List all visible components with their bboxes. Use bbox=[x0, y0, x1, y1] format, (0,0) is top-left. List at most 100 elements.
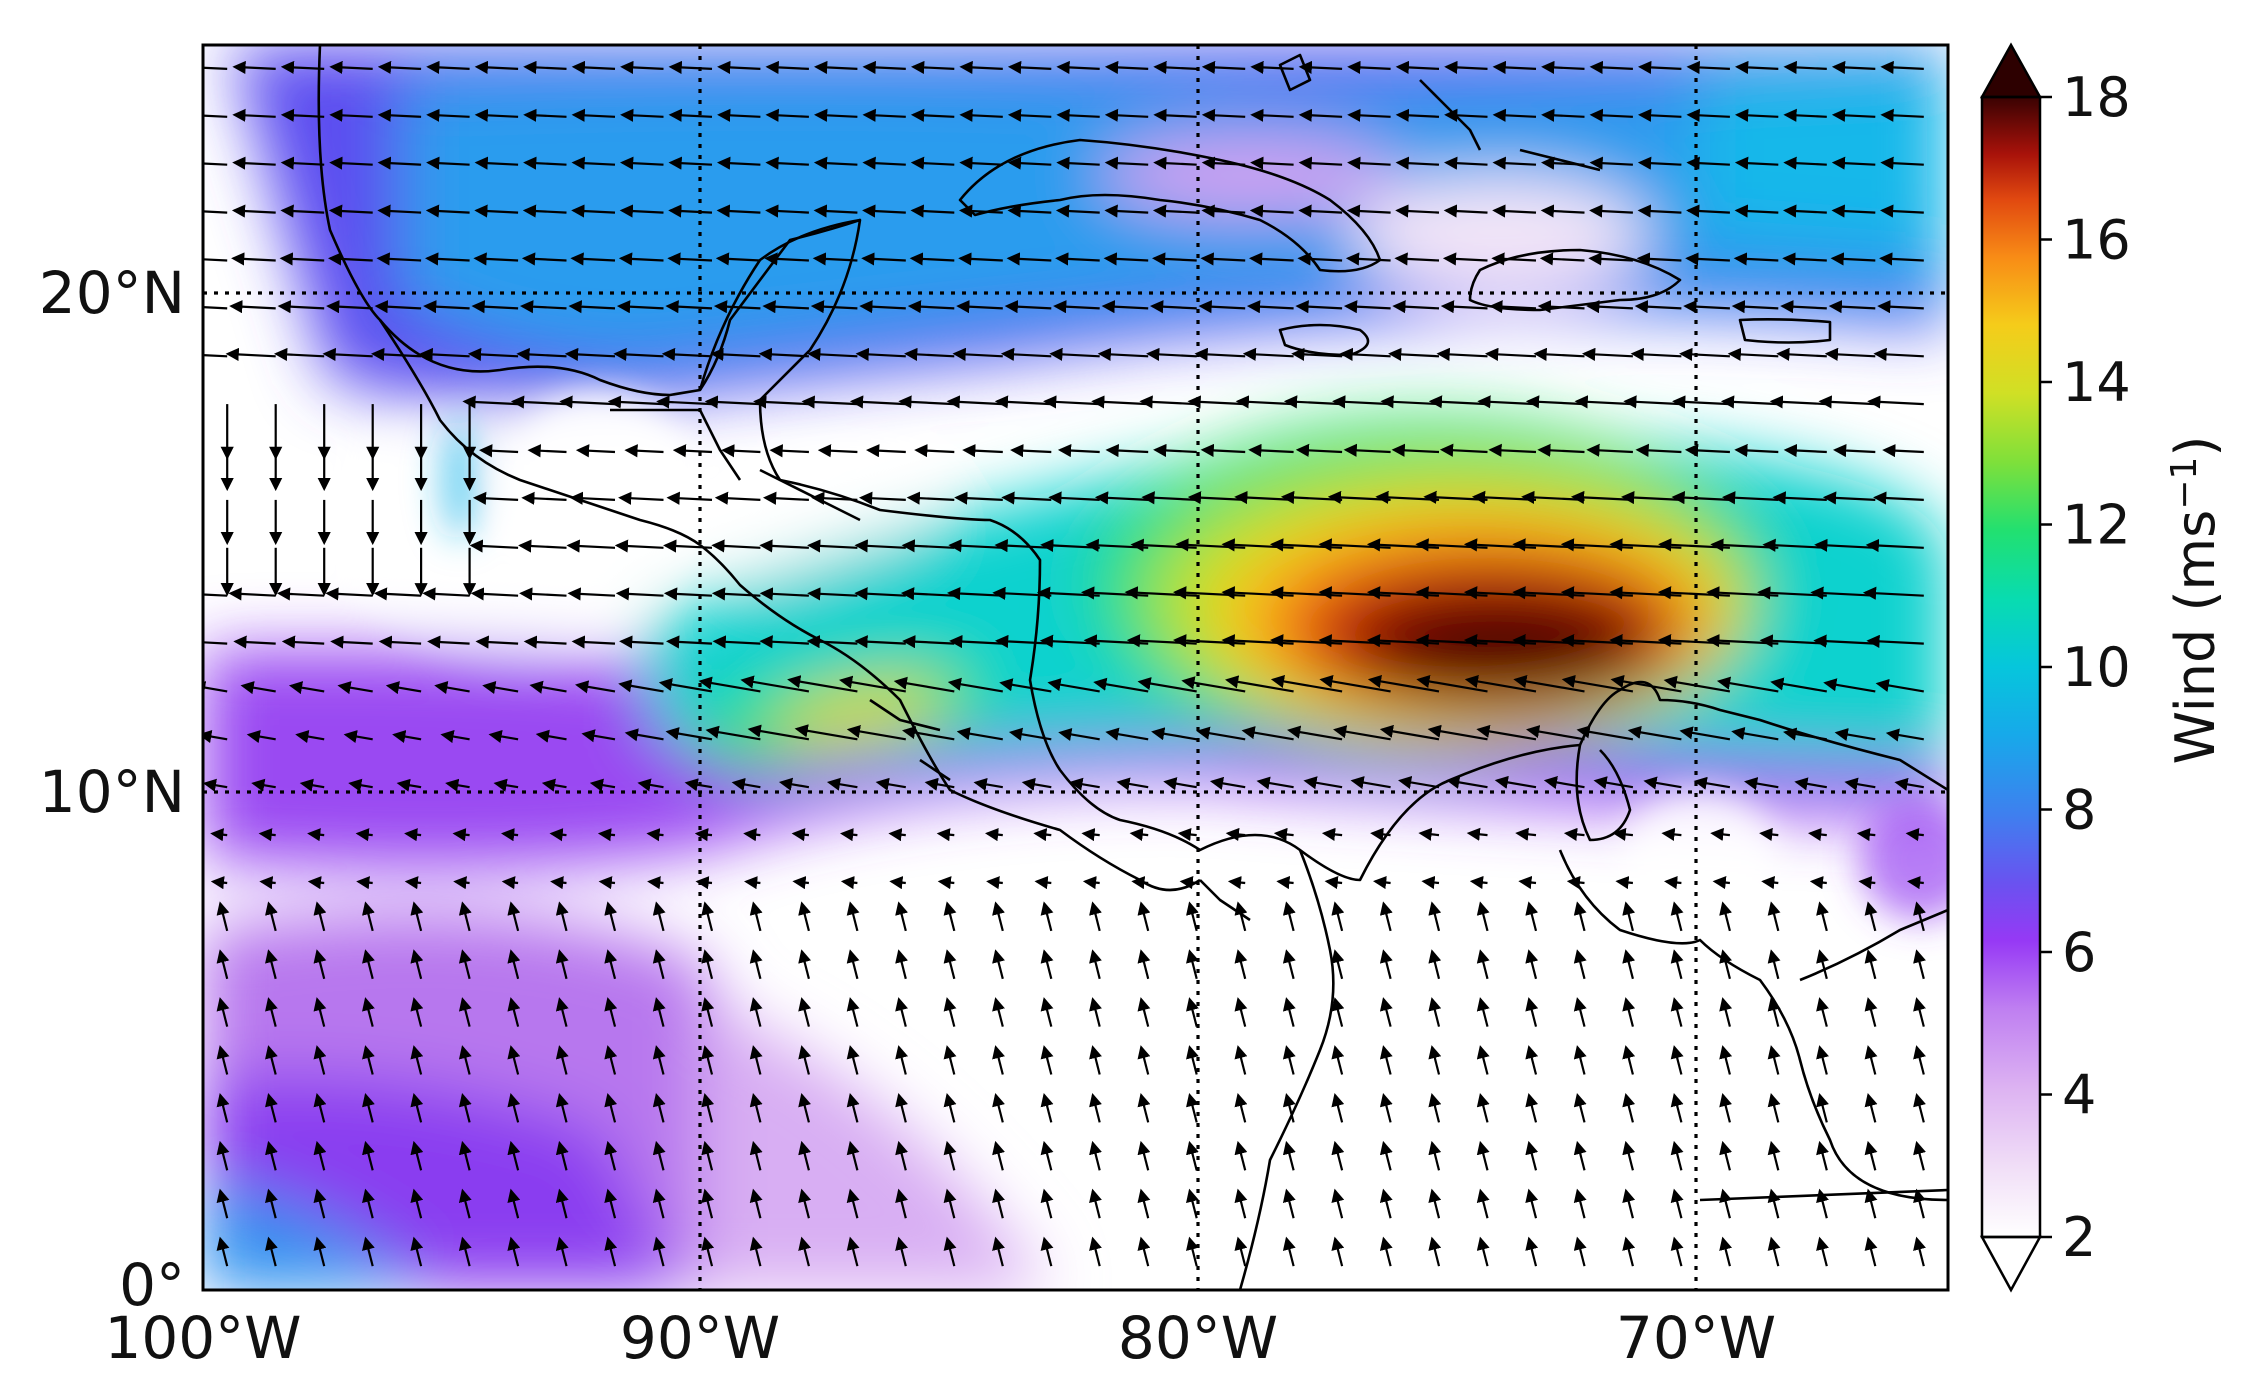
wind-arrow bbox=[1533, 347, 1585, 361]
wind-arrow bbox=[667, 252, 713, 266]
wind-arrow bbox=[1137, 901, 1151, 932]
wind-arrow bbox=[1622, 949, 1636, 980]
wind-arrow bbox=[567, 587, 616, 601]
wind-arrow bbox=[529, 680, 567, 694]
wind-arrow bbox=[1622, 1092, 1636, 1123]
wind-arrow bbox=[555, 949, 569, 980]
wind-arrow bbox=[1670, 1045, 1684, 1075]
wind-arrow bbox=[426, 156, 470, 170]
wind-arrow bbox=[1686, 156, 1730, 170]
wind-arrow bbox=[1282, 949, 1296, 980]
wind-arrow bbox=[1209, 776, 1246, 790]
wind-arrow bbox=[1733, 252, 1779, 266]
wind-arrow bbox=[216, 949, 230, 980]
wind-arrow bbox=[549, 828, 567, 842]
wind-arrow bbox=[859, 491, 906, 505]
wind-arrow bbox=[520, 300, 567, 314]
wind-arrow bbox=[1069, 777, 1100, 791]
wind-arrow bbox=[507, 949, 521, 980]
wind-arrow bbox=[1622, 1140, 1636, 1171]
wind-arrow bbox=[1089, 997, 1102, 1027]
wind-arrow bbox=[313, 901, 327, 932]
wind-arrow bbox=[1339, 347, 1391, 361]
wind-arrow bbox=[954, 491, 1003, 505]
wind-arrow bbox=[232, 108, 276, 122]
wind-arrow bbox=[555, 1140, 569, 1171]
wind-arrow bbox=[1783, 727, 1827, 741]
wind-arrow bbox=[1813, 634, 1876, 648]
wind-arrow bbox=[452, 828, 470, 842]
wind-arrow bbox=[326, 300, 373, 314]
wind-arrow bbox=[910, 204, 955, 218]
wind-arrow bbox=[813, 204, 858, 218]
wind-arrow bbox=[665, 300, 713, 314]
wind-arrow bbox=[1234, 1140, 1248, 1171]
wind-arrow bbox=[647, 876, 664, 890]
wind-arrow bbox=[807, 587, 858, 601]
wind-arrow bbox=[1395, 156, 1440, 170]
wind-arrow bbox=[1864, 997, 1878, 1027]
wind-arrow bbox=[862, 108, 906, 122]
wind-arrow bbox=[1464, 674, 1537, 693]
wind-arrow bbox=[1864, 1092, 1878, 1123]
wind-arrow bbox=[1612, 827, 1634, 841]
wind-arrow bbox=[1913, 901, 1926, 932]
wind-arrow bbox=[1822, 491, 1876, 505]
wind-arrow bbox=[410, 1140, 424, 1171]
wind-arrow bbox=[1200, 252, 1246, 266]
wind-arrow bbox=[362, 1140, 375, 1171]
wind-arrow bbox=[846, 1140, 860, 1171]
wind-arrow bbox=[1186, 1092, 1199, 1123]
wind-arrow bbox=[798, 1140, 812, 1171]
wind-arrow bbox=[385, 681, 422, 695]
wind-arrow bbox=[426, 60, 470, 75]
wind-arrow bbox=[1905, 828, 1924, 842]
wind-arrow bbox=[1379, 1140, 1393, 1171]
wind-arrow bbox=[846, 901, 860, 932]
colorbar-tick-label: 4 bbox=[2062, 1064, 2096, 1127]
wind-arrow bbox=[1573, 1045, 1587, 1075]
colorbar-body bbox=[1982, 97, 2040, 1237]
wind-arrow bbox=[1436, 347, 1488, 361]
wind-arrow bbox=[474, 156, 519, 170]
wind-arrow bbox=[854, 539, 906, 553]
wind-arrow bbox=[1767, 1188, 1781, 1219]
wind-arrow bbox=[1395, 108, 1440, 122]
wind-arrow bbox=[410, 1092, 424, 1123]
wind-arrow bbox=[410, 997, 424, 1027]
wind-arrow bbox=[668, 108, 713, 122]
wind-arrow bbox=[1670, 997, 1684, 1027]
wind-arrow bbox=[1058, 727, 1100, 741]
wind-arrow bbox=[1913, 1092, 1926, 1123]
wind-arrow bbox=[392, 730, 422, 744]
wind-arrow bbox=[1201, 156, 1246, 170]
wind-arrow bbox=[909, 252, 955, 266]
wind-arrow bbox=[1573, 1188, 1587, 1219]
wind-arrow bbox=[1250, 108, 1294, 122]
wind-arrow bbox=[1446, 775, 1488, 789]
wind-arrow bbox=[907, 300, 955, 314]
wind-arrow bbox=[1488, 443, 1537, 457]
wind-arrow bbox=[846, 724, 906, 741]
wind-arrow bbox=[1913, 949, 1926, 980]
wind-arrow bbox=[362, 949, 375, 980]
colorbar-tick-label: 10 bbox=[2062, 636, 2131, 699]
wind-arrow bbox=[1858, 876, 1876, 890]
wind-arrow bbox=[1588, 252, 1633, 266]
wind-arrow bbox=[956, 727, 1003, 741]
wind-arrow bbox=[1444, 60, 1488, 75]
wind-arrow bbox=[1034, 876, 1052, 890]
wind-arrow bbox=[1818, 395, 1876, 409]
wind-arrow bbox=[943, 949, 957, 980]
wind-arrow bbox=[1670, 901, 1684, 932]
wind-arrow bbox=[1324, 875, 1343, 890]
wind-arrow bbox=[1469, 875, 1488, 890]
wind-arrow bbox=[246, 730, 276, 744]
wind-arrow bbox=[1418, 827, 1440, 841]
wind-arrow bbox=[807, 347, 858, 361]
wind-arrow bbox=[1492, 204, 1537, 218]
wind-arrow bbox=[1273, 827, 1294, 841]
wind-arrow bbox=[1476, 1045, 1490, 1075]
wind-arrow bbox=[1303, 776, 1343, 790]
wind-arrow bbox=[313, 1236, 327, 1267]
